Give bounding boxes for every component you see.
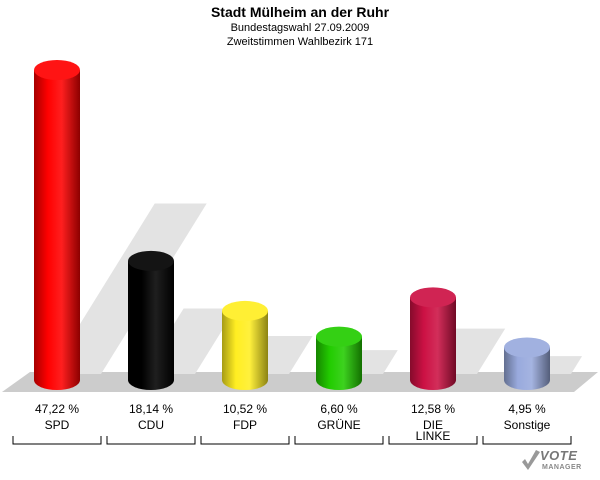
bar-top [504, 337, 550, 358]
vote-manager-logo: VOTE MANAGER [520, 446, 600, 480]
category-bracket [388, 436, 478, 445]
category-bracket [200, 436, 290, 445]
chart-title: Stadt Mülheim an der Ruhr [210, 4, 390, 20]
value-label: 47,22 % [35, 402, 79, 416]
bar-top [222, 300, 268, 321]
bar-top [34, 60, 80, 80]
bar-gruene [316, 336, 362, 390]
chart-subtitle-election: Bundestagswahl 27.09.2009 [230, 22, 370, 34]
value-label: 10,52 % [223, 402, 267, 416]
category-bracket [12, 436, 102, 445]
category-label: Sonstige [504, 418, 551, 432]
bar-die-linke [410, 297, 456, 390]
chart-header: Stadt Mülheim an der Ruhr Bundestagswahl… [0, 4, 600, 49]
checkmark-icon [522, 450, 540, 470]
bar-fdp [222, 310, 268, 390]
category-bracket [106, 436, 196, 445]
category-label: FDP [233, 418, 257, 432]
value-label: 18,14 % [129, 402, 173, 416]
bar-top [128, 250, 174, 271]
chart-subtitle-district: Zweitstimmen Wahlbezirk 171 [226, 36, 374, 48]
value-label: 6,60 % [320, 402, 358, 416]
category-label: DIE [423, 418, 443, 432]
category-bracket [482, 436, 572, 445]
category-label: SPD [45, 418, 70, 432]
bar-spd [34, 70, 80, 390]
logo-text-vote: VOTE [540, 448, 578, 463]
category-label: LINKE [416, 429, 451, 443]
category-bracket [294, 436, 384, 445]
bar-top [316, 326, 362, 347]
value-label: 12,58 % [411, 402, 455, 416]
value-label: 4,95 % [508, 402, 546, 416]
bar-top [410, 287, 456, 308]
bar-cdu [128, 260, 174, 390]
logo-text-manager: MANAGER [542, 464, 582, 471]
category-label: CDU [138, 418, 164, 432]
bar-shadow [49, 203, 207, 374]
bar-sonstige [504, 347, 550, 390]
category-label: GRÜNE [317, 418, 360, 432]
